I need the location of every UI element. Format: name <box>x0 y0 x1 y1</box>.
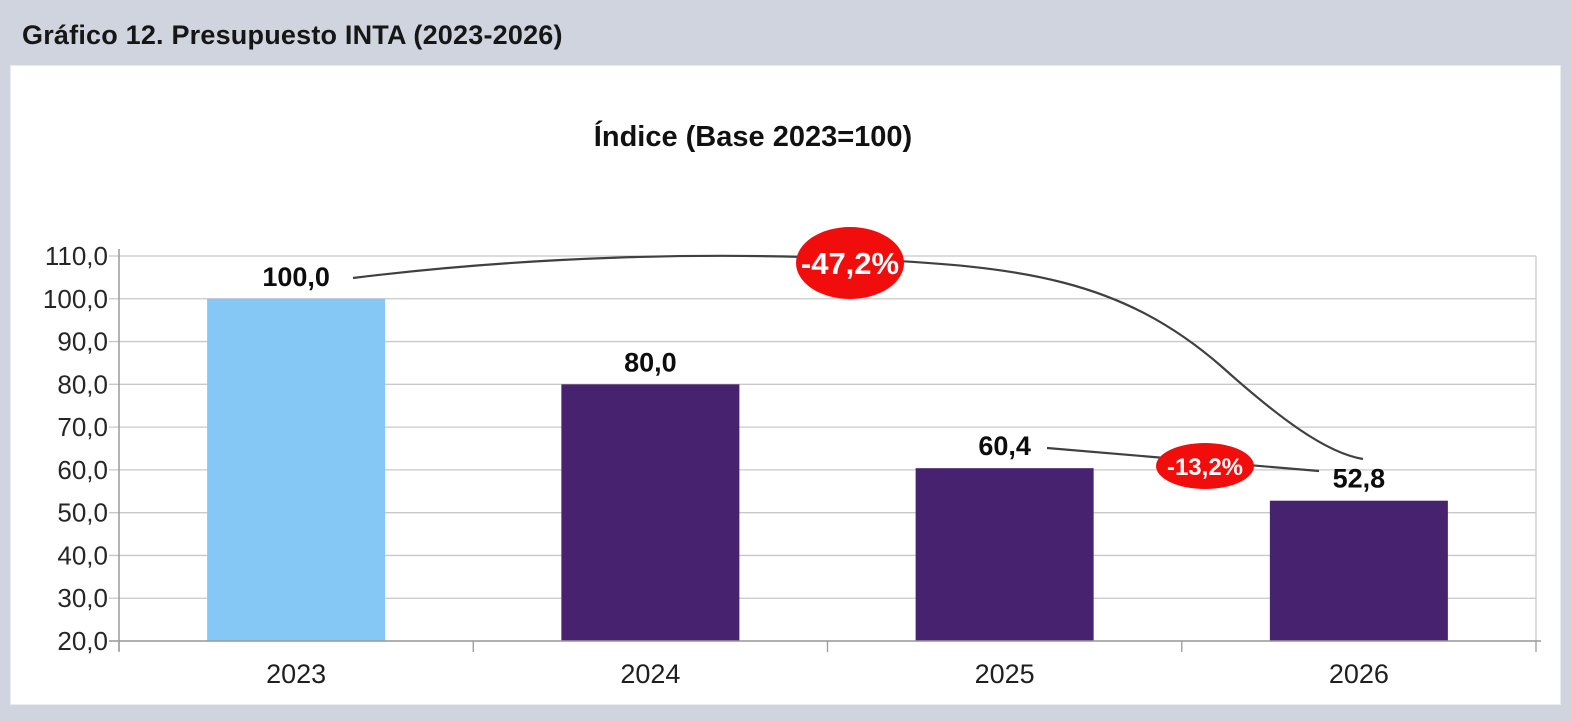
bar-chart: 110,0 100,0 90,0 80,0 70,0 60,0 50,0 40,0 30,0 20… <box>43 227 1541 689</box>
annotation-oval-total-drop: -47,2% <box>796 227 904 299</box>
callout-curve-2023-to-2026 <box>352 254 1364 461</box>
y-tick-label: 80,0 <box>57 369 108 399</box>
bars <box>207 298 1448 641</box>
red-oval-big <box>796 227 904 299</box>
chart-panel: Índice (Base 2023=100) 110,0 100,0 90,0 80,… <box>10 65 1561 705</box>
bar-2024 <box>561 384 740 641</box>
y-tick-label: 50,0 <box>57 498 108 528</box>
x-tick-label-2024: 2024 <box>620 659 680 689</box>
y-tick-label: 90,0 <box>57 327 108 357</box>
y-tick-label: 30,0 <box>57 583 108 613</box>
y-tick-label: 110,0 <box>45 241 108 271</box>
document-heading: Gráfico 12. Presupuesto INTA (2023-2026) <box>22 20 563 50</box>
data-label-2025: 60,4 <box>978 431 1031 461</box>
axis-and-data-labels: 110,0 100,0 90,0 80,0 70,0 60,0 50,0 40,0 30,0 20… <box>43 241 1389 689</box>
y-tick-label: 60,0 <box>57 455 108 485</box>
y-tick-label: 20,0 <box>57 626 108 656</box>
axes <box>109 249 1541 652</box>
bar-2025 <box>915 468 1094 641</box>
x-tick-label-2023: 2023 <box>266 659 326 689</box>
bar-2026 <box>1269 500 1448 641</box>
y-tick-label: 100,0 <box>43 284 108 314</box>
annotation-label-total-drop: -47,2% <box>801 246 899 281</box>
data-label-2024: 80,0 <box>624 347 677 377</box>
data-label-2026: 52,8 <box>1333 464 1386 494</box>
annotation-oval-yearly-drop: -13,2% <box>1156 443 1254 489</box>
annotation-label-yearly-drop: -13,2% <box>1167 454 1243 481</box>
data-label-2023: 100,0 <box>262 262 330 292</box>
chart-title: Índice (Base 2023=100) <box>593 121 913 153</box>
bar-2023 <box>207 298 386 641</box>
x-tick-label-2025: 2025 <box>975 659 1035 689</box>
y-tick-label: 70,0 <box>57 412 108 442</box>
y-tick-label: 40,0 <box>57 540 108 570</box>
x-tick-label-2026: 2026 <box>1329 659 1389 689</box>
red-oval-small <box>1156 443 1254 489</box>
